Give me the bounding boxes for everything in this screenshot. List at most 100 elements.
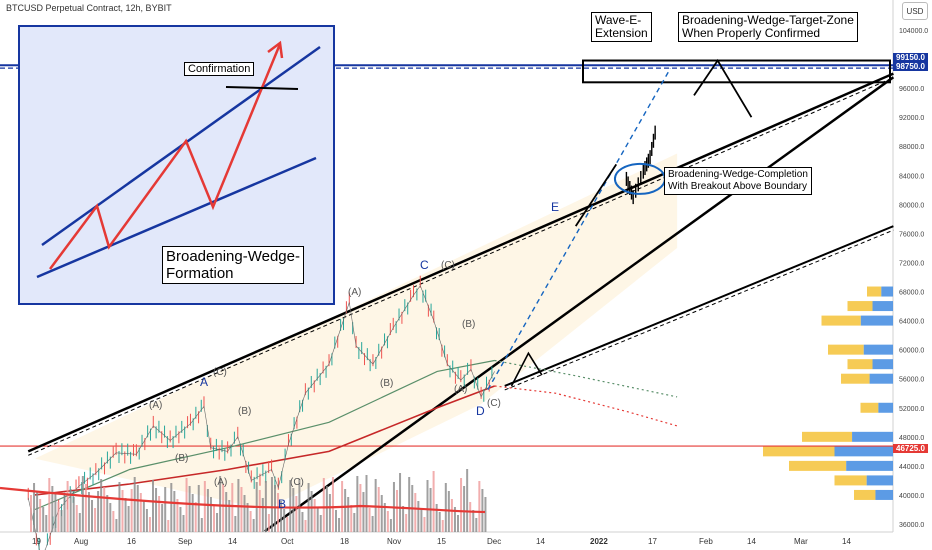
volume-bar xyxy=(420,509,423,532)
volume-bar xyxy=(280,501,283,532)
volume-bar xyxy=(292,488,295,532)
volume-bar xyxy=(176,499,179,532)
volume-bar xyxy=(313,499,316,532)
y-tick-label: 72000.0 xyxy=(899,260,924,267)
volume-bar xyxy=(136,485,139,532)
price-tag-support: 46725.0 xyxy=(893,444,928,453)
volume-bar xyxy=(200,518,203,532)
x-tick: 2022 xyxy=(590,537,608,546)
inset-title: Broadening-Wedge- Formation xyxy=(162,246,304,284)
wave-c-label: C xyxy=(420,258,429,272)
diagram-lower-line xyxy=(36,156,317,279)
wedge-diagram xyxy=(36,40,321,279)
y-tick-label: 36000.0 xyxy=(899,522,924,529)
volume-bar xyxy=(75,505,78,532)
volume-bar xyxy=(84,484,87,532)
x-tick: Nov xyxy=(387,537,402,546)
volume-bar xyxy=(286,517,289,532)
volume-bar xyxy=(289,480,292,532)
volume-bar xyxy=(60,510,63,532)
volume-bar xyxy=(54,494,57,532)
volume-bar xyxy=(155,488,158,532)
volume-bar xyxy=(118,482,121,532)
volume-bar xyxy=(228,500,231,532)
volume-bar xyxy=(441,520,444,532)
volume-bar xyxy=(444,483,447,532)
volume-profile-bar xyxy=(867,286,882,297)
volume-bar xyxy=(389,519,392,532)
volume-bar xyxy=(298,479,301,532)
volume-bar xyxy=(121,490,124,532)
volume-bar xyxy=(182,515,185,532)
volume-bar xyxy=(405,514,408,532)
volume-bar xyxy=(301,512,304,532)
x-tick: 14 xyxy=(747,537,756,546)
volume-bar xyxy=(133,477,136,532)
x-tick: 14 xyxy=(536,537,545,546)
volume-profile-bar xyxy=(881,286,893,297)
volume-bar xyxy=(39,499,42,532)
volume-bar xyxy=(225,492,228,532)
volume-bar xyxy=(222,484,225,532)
volume-bar xyxy=(234,516,237,532)
volume-bar xyxy=(30,495,32,532)
volume-bar xyxy=(270,477,273,532)
volume-bar xyxy=(368,508,371,532)
volume-bar xyxy=(164,487,167,532)
volume-profile-bar xyxy=(875,489,893,500)
volume-profile-bar xyxy=(863,344,893,355)
volume-bar xyxy=(87,492,90,532)
volume-bar xyxy=(457,515,459,532)
y-tick-label: 44000.0 xyxy=(899,464,924,471)
wave-e-projection xyxy=(487,68,671,390)
volume-profile-bar xyxy=(872,359,893,370)
volume-bar xyxy=(453,507,456,532)
volume-moving-average xyxy=(0,486,486,514)
volume-bar xyxy=(475,518,478,532)
volume-bar xyxy=(249,511,252,532)
y-tick-label: 40000.0 xyxy=(899,493,924,500)
volume-bar xyxy=(145,509,148,532)
volume-profile-bar xyxy=(866,475,893,486)
volume-bar xyxy=(97,491,100,532)
volume-profile-bar xyxy=(872,301,893,312)
volume-bar xyxy=(206,489,209,532)
channel-upper-dashed xyxy=(28,77,894,456)
y-tick-label: 96000.0 xyxy=(899,86,924,93)
volume-profile-bar xyxy=(878,402,893,413)
volume-bar xyxy=(158,496,161,532)
x-tick: Feb xyxy=(699,537,713,546)
channel-upper-line xyxy=(27,72,894,453)
x-tick: Mar xyxy=(794,537,808,546)
volume-bar xyxy=(377,487,380,532)
volume-bar xyxy=(432,471,435,532)
volume-bar xyxy=(396,490,398,532)
symbol-title: BTCUSD Perpetual Contract, 12h, BYBIT xyxy=(6,3,172,13)
volume-bar xyxy=(466,469,469,532)
volume-bar xyxy=(203,481,206,532)
volume-bar xyxy=(335,510,337,532)
volume-bar xyxy=(460,478,463,532)
volume-bar xyxy=(63,493,66,532)
volume-profile-bar xyxy=(869,373,893,384)
currency-badge[interactable]: USD xyxy=(902,2,928,20)
wave-b-sub-b: (B) xyxy=(238,406,252,417)
volume-bar xyxy=(274,485,276,532)
wave-a-sub-c: (C) xyxy=(213,367,227,378)
volume-bar xyxy=(310,491,313,532)
moving-average-mid-projection xyxy=(494,359,678,398)
volume-bar xyxy=(469,502,472,532)
volume-bar xyxy=(319,515,322,532)
x-tick: 15 xyxy=(437,537,446,546)
volume-bar xyxy=(383,503,386,532)
volume-bar xyxy=(344,489,347,532)
volume-bar xyxy=(365,475,368,532)
volume-bar xyxy=(472,510,475,532)
y-tick-label: 64000.0 xyxy=(899,319,924,326)
volume-profile-bar xyxy=(789,460,847,471)
x-tick: 17 xyxy=(648,537,657,546)
x-tick: Dec xyxy=(487,537,502,546)
volume-bar xyxy=(304,520,307,532)
y-tick-label: 56000.0 xyxy=(899,377,924,384)
